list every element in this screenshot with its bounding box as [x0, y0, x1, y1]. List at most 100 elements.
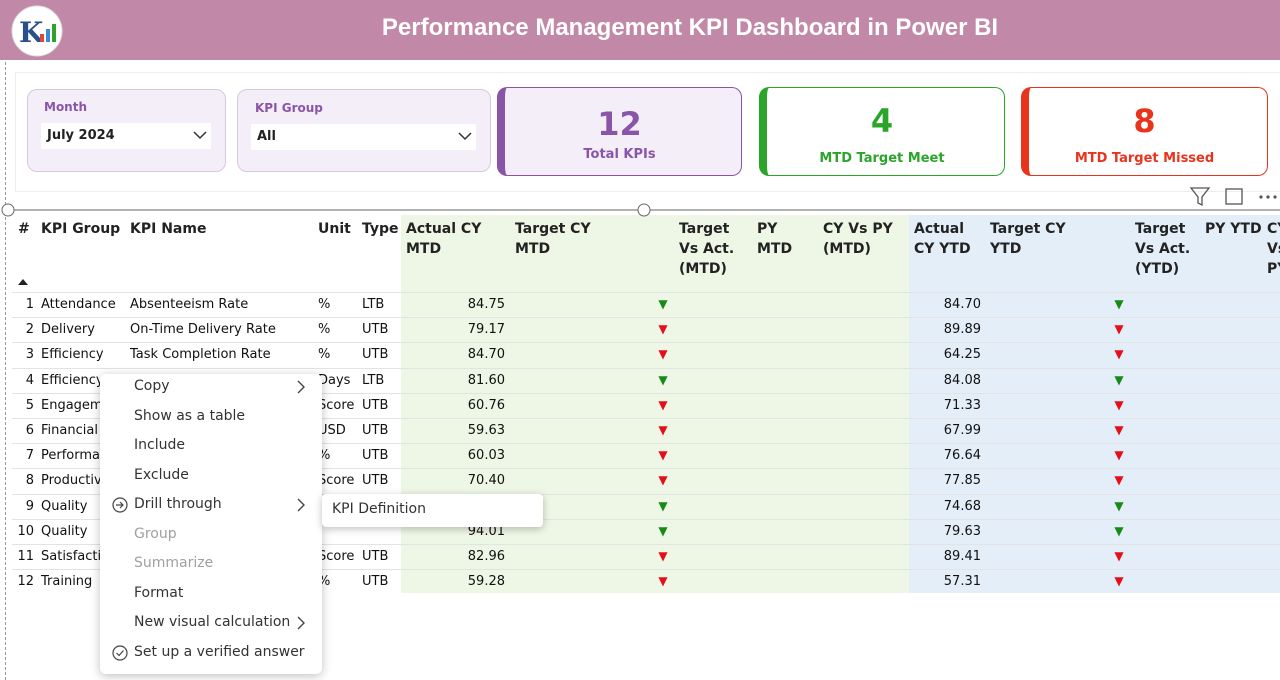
status-indicator: ▼: [1114, 549, 1124, 563]
row-divider: [12, 443, 1280, 445]
cell: 57.31: [943, 574, 981, 590]
column-header[interactable]: Target Vs Act. (MTD): [679, 221, 735, 277]
row-divider: [12, 468, 1280, 470]
svg-text:K: K: [19, 16, 45, 49]
status-indicator: ▼: [1114, 423, 1124, 437]
cell: 84.70: [467, 347, 505, 363]
submenu-item[interactable]: KPI Definition: [332, 501, 426, 517]
row-divider: [12, 418, 1280, 419]
cell: Delivery: [41, 322, 95, 338]
cell: 12: [17, 574, 34, 590]
cell: UTB: [362, 448, 389, 464]
cell: 82.96: [467, 549, 505, 564]
page-border: [5, 62, 6, 680]
cell: 60.03: [467, 448, 505, 464]
column-header[interactable]: #: [18, 221, 30, 237]
cell: Efficiency: [41, 372, 104, 388]
column-header[interactable]: KPI Group: [41, 221, 121, 237]
column-header[interactable]: Target Vs Act. (YTD): [1135, 221, 1191, 277]
menu-item[interactable]: Include: [134, 437, 185, 453]
filter-icon[interactable]: [1189, 187, 1211, 207]
cell: 59.28: [467, 574, 505, 590]
column-header[interactable]: Target CY YTD: [990, 221, 1066, 257]
row-divider: [12, 518, 1280, 520]
cell: Task Completion Rate: [130, 347, 271, 363]
kpi-card: [1021, 87, 1268, 176]
menu-item[interactable]: Copy: [134, 378, 170, 394]
card-label: MTD Target Missed: [1074, 151, 1215, 166]
month-slicer[interactable]: Month July 2024: [27, 89, 226, 172]
status-indicator: ▼: [658, 574, 668, 589]
cell: On-Time Delivery Rate: [130, 322, 276, 338]
cell: 84.70: [943, 297, 981, 312]
cell: Financial: [41, 423, 98, 438]
cell: 11: [17, 549, 34, 564]
status-indicator: ▼: [658, 297, 668, 311]
menu-icon: [112, 644, 128, 661]
status-indicator: ▼: [658, 397, 668, 412]
row-divider: [12, 493, 1280, 495]
menu-item[interactable]: Format: [134, 584, 184, 601]
column-header[interactable]: CY Vs PY (YTD): [1267, 221, 1280, 277]
column-header[interactable]: PY YTD: [1205, 221, 1262, 237]
cell: Absenteeism Rate: [130, 297, 249, 312]
column-header[interactable]: Actual CY YTD: [914, 221, 971, 257]
column-header[interactable]: KPI Name: [130, 221, 207, 237]
status-indicator: ▼: [1114, 297, 1124, 311]
logo: K: [11, 5, 63, 57]
cell: Quality: [41, 498, 88, 514]
submenu: [322, 494, 543, 527]
slicer-label: Month: [44, 100, 88, 114]
cell: %: [318, 297, 331, 312]
selection-frame: [1, 203, 1280, 217]
status-indicator: ▼: [1114, 498, 1124, 513]
kpi-group-slicer[interactable]: KPI Group All: [237, 89, 491, 172]
cell: 9: [25, 498, 34, 514]
cell: 7: [25, 448, 34, 464]
sort-arrow[interactable]: [17, 278, 29, 286]
column-header[interactable]: Actual CY MTD: [406, 221, 482, 257]
cell: USD: [318, 423, 346, 438]
cell: 8: [25, 473, 34, 489]
menu-item[interactable]: Exclude: [134, 466, 189, 483]
context-menu: [100, 374, 322, 674]
menu-item[interactable]: Set up a verified answer: [134, 643, 305, 660]
status-indicator: ▼: [658, 322, 668, 337]
slicer-dropdown[interactable]: All: [251, 124, 476, 150]
cell: 89.41: [943, 549, 981, 564]
cell: %: [318, 347, 331, 363]
cell: UTB: [362, 549, 389, 564]
row-divider: [12, 292, 1280, 293]
status-indicator: ▼: [658, 523, 668, 538]
column-header[interactable]: Target CY MTD: [515, 221, 591, 257]
slicer-value: July 2024: [47, 128, 115, 143]
row-divider: [12, 367, 1280, 369]
row-divider: [12, 342, 1280, 344]
status-indicator: ▼: [658, 448, 668, 463]
menu-item[interactable]: Show as a table: [134, 407, 246, 424]
column-header[interactable]: Type: [362, 221, 399, 237]
status-indicator: ▼: [658, 372, 668, 387]
status-indicator: ▼: [1114, 347, 1124, 362]
menu-item[interactable]: Drill through: [134, 496, 222, 512]
cell: 77.85: [943, 473, 981, 489]
status-indicator: ▼: [658, 473, 668, 488]
cell: Score: [318, 549, 355, 564]
cell: Training: [41, 574, 93, 590]
column-header[interactable]: Unit: [318, 221, 351, 237]
column-header[interactable]: PY MTD: [757, 221, 793, 257]
card-label: MTD Target Meet: [819, 151, 945, 166]
cell: UTB: [362, 574, 389, 590]
focus-icon[interactable]: [1225, 188, 1243, 205]
cell: 64.25: [943, 347, 981, 363]
menu-item[interactable]: New visual calculation: [134, 614, 291, 630]
more-icon[interactable]: [1259, 195, 1263, 199]
card-value: 4: [870, 102, 894, 140]
cell: UTB: [362, 322, 389, 338]
chevron: [458, 132, 472, 141]
slicer-dropdown[interactable]: July 2024: [41, 123, 211, 149]
submenu-arrow: [297, 616, 305, 630]
column-header[interactable]: CY Vs PY (MTD): [823, 221, 893, 257]
row-divider: [12, 392, 1280, 394]
